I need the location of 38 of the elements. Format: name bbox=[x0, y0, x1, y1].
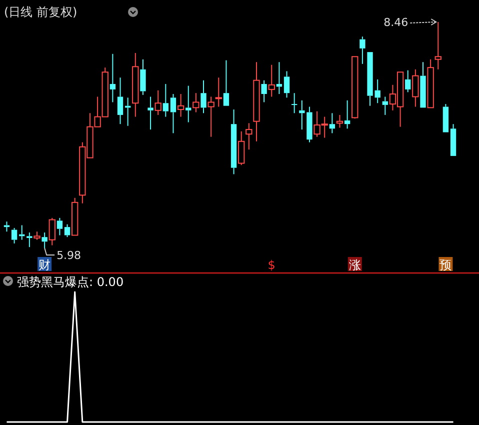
candlestick bbox=[329, 112, 336, 134]
candlestick bbox=[56, 217, 63, 236]
candlestick bbox=[284, 70, 290, 98]
candlestick bbox=[170, 93, 176, 134]
candlestick bbox=[291, 92, 298, 114]
candlestick bbox=[162, 83, 169, 118]
candlestick bbox=[215, 77, 222, 108]
candlestick bbox=[360, 36, 366, 64]
annotation: 8.46 bbox=[384, 16, 408, 29]
candlestick bbox=[253, 62, 260, 142]
text: 5.98 bbox=[56, 249, 82, 262]
candlestick bbox=[42, 232, 48, 248]
candlestick bbox=[434, 22, 442, 70]
candlestick bbox=[186, 85, 192, 123]
chart-title: 强势黑马爆点: 0.00 bbox=[17, 275, 124, 289]
candlestick bbox=[268, 64, 275, 98]
chart-title: (日线 前复权) bbox=[4, 5, 78, 19]
candlestick bbox=[344, 100, 350, 130]
candlestick bbox=[246, 122, 252, 150]
candlestick bbox=[177, 93, 184, 118]
candlestick bbox=[382, 96, 388, 116]
candlestick bbox=[148, 96, 154, 130]
candlestick bbox=[405, 70, 411, 93]
candlestick bbox=[26, 232, 32, 248]
candlestick bbox=[117, 77, 124, 125]
candlestick bbox=[110, 53, 116, 103]
candlestick bbox=[306, 106, 312, 143]
candlestick bbox=[11, 227, 18, 244]
candlestick bbox=[261, 80, 267, 103]
text: $ bbox=[268, 258, 276, 272]
candlestick bbox=[132, 52, 139, 118]
candlestick bbox=[208, 96, 214, 138]
candlestick bbox=[64, 224, 70, 238]
candlestick bbox=[140, 58, 146, 96]
candlestick bbox=[4, 221, 10, 232]
candlestick bbox=[200, 80, 206, 114]
candlestick bbox=[412, 68, 419, 108]
candlestick bbox=[230, 108, 237, 175]
